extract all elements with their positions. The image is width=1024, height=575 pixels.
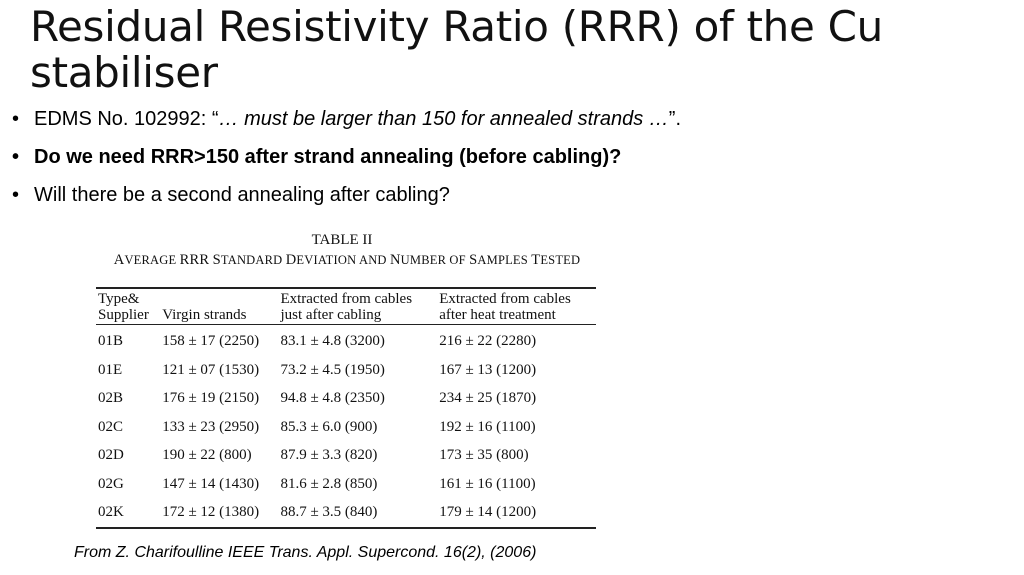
table-row: 02D 190 ± 22 (800) 87.9 ± 3.3 (820) 173 ± 3… <box>96 441 596 470</box>
cell-after-cabling: 83.1 ± 4.8 (3200) <box>280 333 385 350</box>
table-caption-title: AVERAGE RRR STANDARD DEVIATION AND NUMBE… <box>96 252 598 269</box>
caption-word-rest: EVIATION AND <box>296 253 387 267</box>
bullet-item-question: • Do we need RRR>150 after strand anneal… <box>12 141 681 179</box>
table-row: 01B 158 ± 17 (2250) 83.1 ± 4.8 (3200) 216 ±… <box>96 325 596 356</box>
header-line: Extracted from cables <box>439 291 571 307</box>
cell-after-heat-treatment: 161 ± 16 (1100) <box>439 475 536 492</box>
cell-after-cabling: 87.9 ± 3.3 (820) <box>280 447 378 464</box>
header-line: Extracted from cables <box>280 291 413 307</box>
table-row: 02C 133 ± 23 (2950) 85.3 ± 6.0 (900) 192 ± … <box>96 413 596 442</box>
caption-word-rest: UMBER OF <box>400 253 466 267</box>
table-body: 01B 158 ± 17 (2250) 83.1 ± 4.8 (3200) 216 ±… <box>96 325 596 528</box>
header-after-cabling: Extracted from cables just after cabling <box>278 288 438 325</box>
bullet-item-second-annealing: • Will there be a second annealing after… <box>12 179 681 217</box>
header-line: after heat treatment <box>439 307 556 323</box>
header-type-supplier: Type& Supplier <box>96 288 161 325</box>
citation-text: From Z. Charifoulline IEEE Trans. Appl. … <box>74 544 537 561</box>
header-virgin-strands: Virgin strands <box>160 288 279 325</box>
caption-word-rest: ESTED <box>540 253 581 267</box>
caption-word-cap: N <box>389 252 401 268</box>
cell-type-supplier: 02D <box>98 447 124 464</box>
cell-after-heat-treatment: 173 ± 35 (800) <box>439 447 529 464</box>
rrr-table: Type& Supplier Virgin strands Extracted fro… <box>96 287 596 529</box>
table-row: 02B 176 ± 19 (2150) 94.8 ± 4.8 (2350) 234 ±… <box>96 384 596 413</box>
caption-word-cap: D <box>285 252 297 268</box>
cell-type-supplier: 01B <box>98 333 124 350</box>
bullet-edms-quote: … must be larger than 150 for annealed s… <box>218 108 669 130</box>
bullet-edms-suffix: ”. <box>668 108 682 130</box>
cell-type-supplier: 02G <box>98 475 124 492</box>
cell-after-cabling: 81.6 ± 2.8 (850) <box>280 475 378 492</box>
caption-word-rest: AMPLES <box>477 253 528 267</box>
cell-type-supplier: 02B <box>98 390 124 407</box>
bullet-item-edms: • EDMS No. 102992: “… must be larger tha… <box>12 103 681 141</box>
cell-type-supplier: 02K <box>98 504 124 521</box>
bullet-list: • EDMS No. 102992: “… must be larger tha… <box>12 103 681 217</box>
bullet-dot-icon: • <box>12 146 20 168</box>
cell-after-cabling: 85.3 ± 6.0 (900) <box>280 418 378 435</box>
slide-title: Residual Resistivity Ratio (RRR) of the … <box>30 2 883 97</box>
header-line: Supplier <box>98 307 149 323</box>
cell-virgin-strands: 190 ± 22 (800) <box>162 447 252 464</box>
cell-virgin-strands: 133 ± 23 (2950) <box>162 418 260 435</box>
caption-word-cap: RRR <box>179 252 210 268</box>
header-line: Virgin strands <box>162 307 247 323</box>
bullet-question-text: Do we need RRR>150 after strand annealin… <box>34 146 622 168</box>
cell-type-supplier: 01E <box>98 361 123 378</box>
header-line: just after cabling <box>280 307 382 323</box>
bullet-dot-icon: • <box>12 108 20 130</box>
caption-word-cap: S <box>469 252 478 268</box>
table-header-row: Type& Supplier Virgin strands Extracted fro… <box>96 288 596 325</box>
table-caption-number: TABLE II <box>311 232 373 248</box>
table-row: 02K 172 ± 12 (1380) 88.7 ± 3.5 (840) 179 ± … <box>96 498 596 528</box>
bullet-dot-icon: • <box>12 184 20 206</box>
cell-virgin-strands: 172 ± 12 (1380) <box>162 504 260 521</box>
cell-after-heat-treatment: 234 ± 25 (1870) <box>439 390 537 407</box>
bullet-second-annealing-text: Will there be a second annealing after c… <box>34 184 450 206</box>
cell-after-heat-treatment: 167 ± 13 (1200) <box>439 361 537 378</box>
table-row: 01E 121 ± 07 (1530) 73.2 ± 4.5 (1950) 167 ±… <box>96 356 596 385</box>
cell-virgin-strands: 176 ± 19 (2150) <box>162 390 260 407</box>
cell-after-heat-treatment: 192 ± 16 (1100) <box>439 418 536 435</box>
cell-virgin-strands: 147 ± 14 (1430) <box>162 475 260 492</box>
table-row: 02G 147 ± 14 (1430) 81.6 ± 2.8 (850) 161 ± … <box>96 470 596 499</box>
cell-after-heat-treatment: 179 ± 14 (1200) <box>439 504 537 521</box>
caption-word-rest: VERAGE <box>124 253 177 267</box>
header-after-heat-treatment: Extracted from cables after heat treatmen… <box>437 288 596 325</box>
cell-after-cabling: 88.7 ± 3.5 (840) <box>280 504 378 521</box>
cell-after-heat-treatment: 216 ± 22 (2280) <box>439 333 537 350</box>
bullet-edms-prefix: EDMS No. 102992: “ <box>34 108 219 130</box>
caption-word-cap: S <box>212 252 221 268</box>
caption-word-rest: TANDARD <box>220 253 283 267</box>
cell-after-cabling: 94.8 ± 4.8 (2350) <box>280 390 385 407</box>
cell-type-supplier: 02C <box>98 418 124 435</box>
cell-virgin-strands: 158 ± 17 (2250) <box>162 333 260 350</box>
caption-word-cap: T <box>531 252 541 268</box>
header-line: Type& <box>98 291 140 307</box>
cell-after-cabling: 73.2 ± 4.5 (1950) <box>280 361 385 378</box>
table-figure: TABLE II AVERAGE RRR STANDARD DEVIATION … <box>96 232 598 529</box>
cell-virgin-strands: 121 ± 07 (1530) <box>162 361 260 378</box>
caption-word-cap: A <box>113 252 125 268</box>
